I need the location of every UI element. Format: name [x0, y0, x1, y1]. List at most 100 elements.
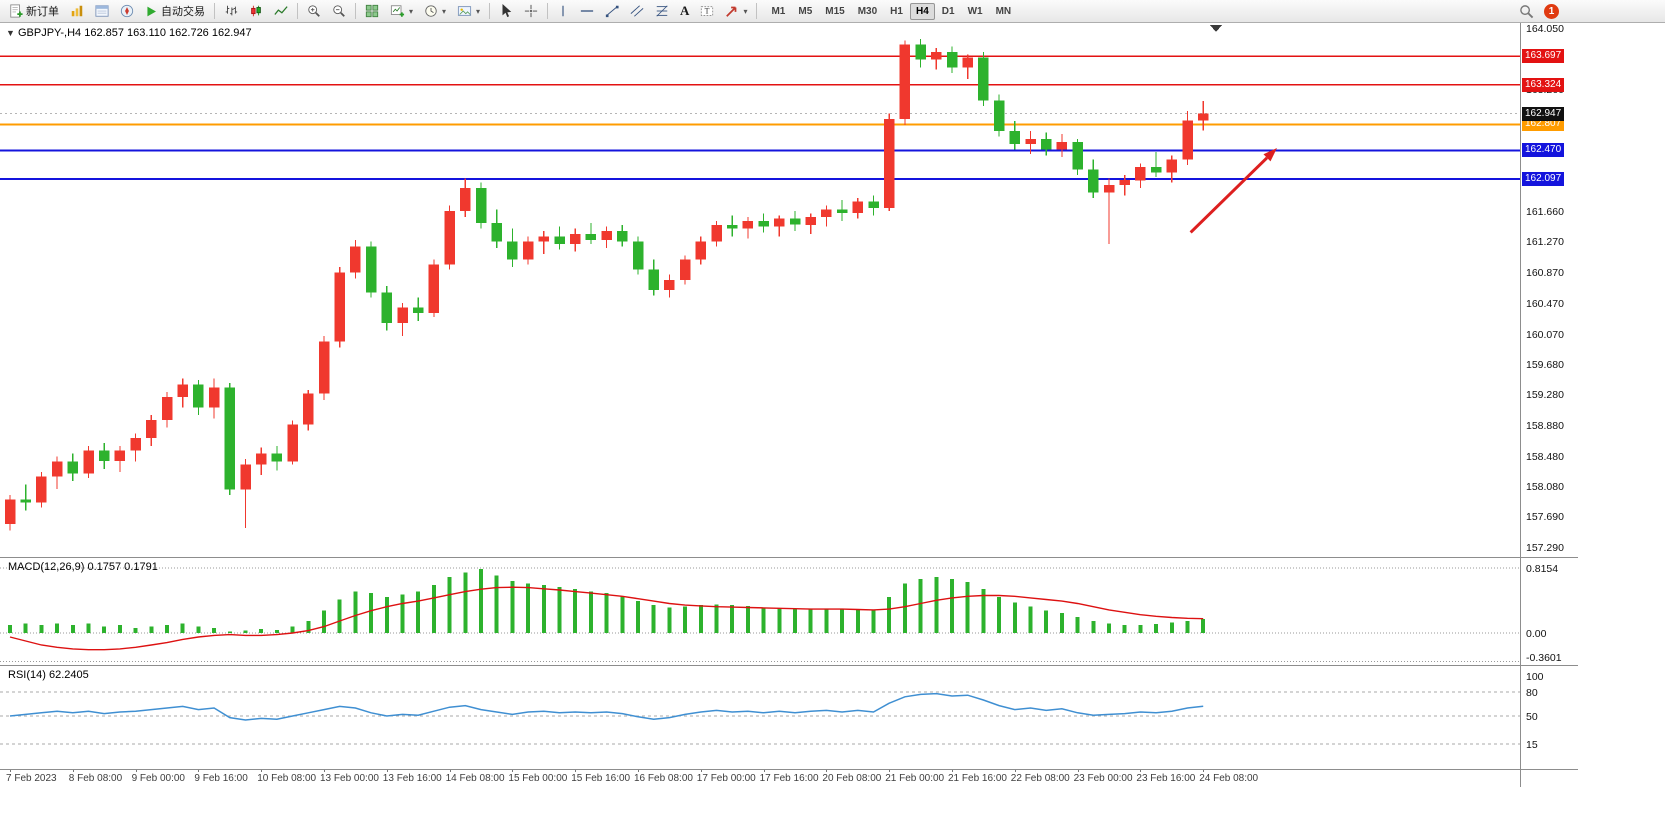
- time-label: 20 Feb 08:00: [822, 773, 882, 784]
- time-label: 15 Feb 16:00: [571, 773, 631, 784]
- main-chart[interactable]: [0, 23, 1520, 557]
- arrows-icon: [726, 6, 737, 17]
- template-button[interactable]: ▾: [452, 1, 485, 21]
- time-tick: [1140, 769, 1142, 772]
- notification-badge[interactable]: 1: [1544, 3, 1559, 19]
- line-chart-button[interactable]: [269, 1, 293, 21]
- time-label: 9 Feb 00:00: [131, 773, 185, 784]
- level-price-tag: 162.470: [1522, 143, 1565, 158]
- zoom-in-icon: [308, 5, 320, 17]
- search-icon[interactable]: [1519, 4, 1534, 19]
- data-window-button[interactable]: [90, 1, 114, 21]
- auto-trading-label: 自动交易: [161, 6, 205, 18]
- time-label: 10 Feb 08:00: [257, 773, 317, 784]
- rsi-panel[interactable]: [0, 666, 1520, 769]
- time-tick: [261, 769, 263, 772]
- fibonacci-button[interactable]: [650, 1, 674, 21]
- time-label: 7 Feb 2023: [6, 773, 57, 784]
- channel-icon: [630, 5, 644, 17]
- panel-splitter[interactable]: [0, 557, 1578, 558]
- timeframe-m1[interactable]: M1: [771, 5, 786, 17]
- time-tick: [575, 769, 577, 772]
- macd-axis-tick: 0.00: [1526, 628, 1547, 640]
- chevron-down-icon: ▾: [743, 6, 748, 16]
- bar-chart-button[interactable]: [219, 1, 243, 21]
- channel-button[interactable]: [625, 1, 649, 21]
- label-icon: T: [701, 6, 714, 16]
- one-click-trading-arrow-icon[interactable]: ▼: [6, 28, 15, 38]
- zoom-out-button[interactable]: [327, 1, 351, 21]
- time-tick: [386, 769, 388, 772]
- timeframe-m30[interactable]: M30: [857, 5, 878, 17]
- time-tick: [10, 769, 11, 772]
- time-label: 24 Feb 08:00: [1199, 773, 1259, 784]
- timeframe-h4[interactable]: H4: [909, 2, 935, 20]
- candlestick-chart-button[interactable]: [244, 1, 268, 21]
- time-label: 15 Feb 00:00: [508, 773, 568, 784]
- time-tick: [638, 769, 639, 772]
- new-chart-button[interactable]: ▾: [385, 1, 418, 21]
- timeframe-m15[interactable]: M15: [825, 5, 845, 17]
- new-order-button[interactable]: 新订单: [4, 1, 64, 21]
- time-label: 21 Feb 00:00: [885, 773, 945, 784]
- timeframe-w1[interactable]: W1: [967, 5, 983, 17]
- periods-button[interactable]: ▾: [419, 1, 451, 21]
- label-button[interactable]: T: [695, 1, 719, 21]
- timeframe-mn[interactable]: MN: [995, 5, 1012, 17]
- macd-label: MACD(12,26,9) 0.1757 0.1791: [8, 561, 158, 573]
- auto-trading-button[interactable]: 自动交易: [140, 1, 210, 21]
- trendline-button[interactable]: [600, 1, 624, 21]
- time-label: 23 Feb 16:00: [1136, 773, 1196, 784]
- toolbar-separator: [756, 3, 758, 19]
- time-tick: [512, 769, 514, 772]
- price-tick: 157.690: [1526, 511, 1564, 524]
- time-tick: [826, 769, 828, 772]
- tile-windows-button[interactable]: [360, 1, 384, 21]
- arrows-button[interactable]: ▾: [720, 1, 752, 21]
- time-label: 13 Feb 00:00: [320, 773, 379, 784]
- panel-splitter[interactable]: [0, 665, 1578, 666]
- toolbar: 新订单 自动交易 ▾ ▾ ▾: [0, 0, 1665, 23]
- time-tick: [135, 769, 137, 772]
- price-axis[interactable]: 164.050163.660163.260162.860162.460162.0…: [1521, 0, 1591, 800]
- vertical-line-icon: [562, 5, 564, 17]
- text-button[interactable]: A: [680, 3, 690, 18]
- timeframe-m5[interactable]: M5: [798, 5, 813, 17]
- macd-panel[interactable]: [0, 558, 1520, 665]
- price-tick: 159.680: [1526, 358, 1564, 371]
- rsi-label: RSI(14) 62.2405: [8, 669, 89, 681]
- timeframe-group: M1 M5 M15 M30 H1 H4 D1 W1 MN: [765, 2, 1017, 20]
- time-tick: [198, 769, 200, 772]
- time-label: 23 Feb 00:00: [1073, 773, 1133, 784]
- price-tick: 160.870: [1526, 267, 1564, 280]
- market-watch-icon: [71, 5, 83, 17]
- toolbar-separator: [214, 3, 215, 19]
- time-label: 22 Feb 08:00: [1010, 773, 1070, 784]
- zoom-in-button[interactable]: [302, 1, 326, 21]
- market-watch-button[interactable]: [65, 1, 89, 21]
- svg-text:T: T: [705, 7, 710, 16]
- cursor-button[interactable]: [494, 1, 518, 21]
- horizontal-line-button[interactable]: [575, 1, 599, 21]
- price-tick: 159.280: [1526, 389, 1564, 402]
- fibonacci-icon: [656, 5, 668, 17]
- vertical-line-button[interactable]: [552, 1, 574, 21]
- price-tick: 158.480: [1526, 450, 1564, 463]
- timeframe-h1[interactable]: H1: [890, 5, 903, 17]
- time-tick: [72, 769, 74, 772]
- price-tick: 158.080: [1526, 481, 1564, 494]
- time-label: 17 Feb 00:00: [696, 773, 756, 784]
- price-tick: 158.880: [1526, 419, 1564, 432]
- chevron-down-icon: ▾: [442, 6, 447, 16]
- time-axis[interactable]: 7 Feb 2023 8 Feb 08:00 9 Feb 00:00 9 Feb 16…: [0, 769, 1520, 789]
- crosshair-icon: [524, 4, 538, 18]
- macd-axis-tick: -0.3601: [1526, 652, 1562, 664]
- navigator-button[interactable]: [115, 1, 139, 21]
- price-tick: 161.660: [1526, 206, 1564, 219]
- time-label: 13 Feb 16:00: [382, 773, 442, 784]
- time-label: 21 Feb 16:00: [948, 773, 1007, 784]
- template-icon: [457, 6, 472, 16]
- timeframe-d1[interactable]: D1: [941, 5, 955, 17]
- toolbar-separator: [489, 3, 491, 19]
- crosshair-button[interactable]: [519, 1, 543, 21]
